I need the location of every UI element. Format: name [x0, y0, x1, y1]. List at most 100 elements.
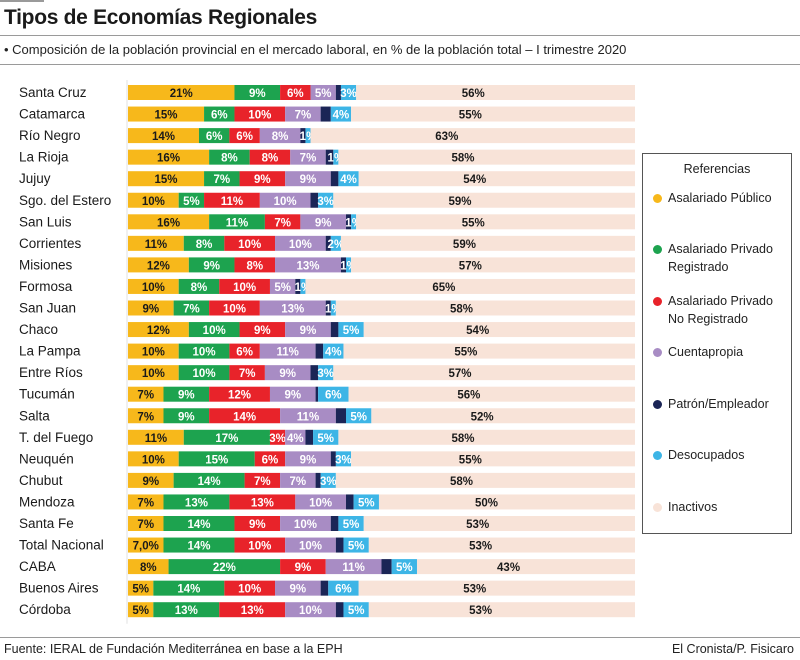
bar-segment — [209, 408, 281, 424]
bar-segment — [269, 278, 296, 294]
bar-segment — [249, 149, 291, 165]
bar-segment — [338, 429, 635, 445]
title-divider — [0, 35, 800, 36]
data-label: 7% — [137, 497, 154, 509]
data-label: 10% — [294, 519, 317, 531]
data-label: 9% — [300, 454, 317, 466]
bar-segment — [330, 171, 339, 187]
data-label: 9% — [178, 390, 195, 402]
bar-segment — [163, 386, 210, 402]
bar-segment — [335, 451, 352, 467]
bar-segment — [128, 365, 179, 381]
data-label: 5% — [350, 411, 367, 423]
legend-item: Asalariado Público — [653, 189, 789, 207]
data-label: 7% — [290, 476, 307, 488]
bar-segment — [229, 494, 296, 510]
bar-segment — [234, 85, 281, 100]
bar-segment — [325, 235, 331, 251]
bar-segment — [305, 278, 635, 294]
bar-row: Chaco 12% 10% 9% 9% 5% 54% — [19, 322, 635, 338]
row-label: Corrientes — [19, 236, 82, 251]
bar-row: Misiones 12% 9% 8% 13% 1% 57% — [19, 257, 635, 273]
data-label: 59% — [449, 196, 472, 208]
bar-segment — [340, 85, 357, 100]
bar-segment — [285, 451, 331, 467]
bar-segment — [239, 171, 286, 187]
row-label: Formosa — [19, 279, 73, 294]
data-label: 5% — [132, 605, 149, 617]
bar-row: Tucumán 7% 9% 12% 9% 6% 56% — [19, 386, 635, 402]
data-label: 7% — [137, 519, 154, 531]
data-label: 11% — [145, 239, 167, 251]
bar-segment — [153, 602, 220, 618]
bar-segment — [333, 365, 635, 381]
data-label: 58% — [450, 476, 473, 488]
bar-segment — [330, 300, 336, 316]
bar-row: Corrientes 11% 8% 10% 10% 2% 59% — [19, 235, 635, 251]
data-label: 5% — [274, 282, 291, 294]
data-label: 10% — [248, 541, 271, 553]
bar-segment — [330, 106, 352, 122]
bar-segment — [178, 451, 255, 467]
data-label: 16% — [157, 153, 180, 165]
data-label: 11% — [221, 196, 243, 208]
row-label: Total Nacional — [19, 538, 104, 553]
bar-segment — [310, 192, 319, 208]
data-label: 13% — [241, 605, 264, 617]
bar-segment — [358, 580, 635, 596]
data-label: 9% — [254, 325, 271, 337]
legend-item: Inactivos — [653, 498, 789, 516]
data-label: 7% — [274, 217, 291, 229]
data-label: 14% — [233, 411, 256, 423]
bar-segment — [356, 214, 635, 230]
bar-segment — [275, 257, 341, 273]
data-label: 11% — [342, 562, 364, 574]
bar-row: Entre Ríos 10% 10% 7% 9% 3% 57% — [19, 365, 635, 381]
data-label: 15% — [155, 174, 178, 186]
bar-row: Córdoba 5% 13% 13% 10% 5% 53% — [19, 602, 635, 618]
bar-segment — [335, 472, 635, 488]
bar-segment — [204, 171, 240, 187]
bar-segment — [178, 192, 205, 208]
bar-segment — [300, 128, 306, 144]
data-label: 53% — [469, 605, 492, 617]
data-label: 9% — [249, 88, 266, 100]
chart-subtitle: • Composición de la población provincial… — [4, 42, 627, 57]
data-label: 43% — [497, 562, 520, 574]
data-label: 22% — [213, 562, 236, 574]
bar-segment — [338, 171, 359, 187]
bar-segment — [340, 235, 635, 251]
credit-note: El Cronista/P. Fisicaro — [671, 642, 794, 656]
bar-segment — [219, 278, 270, 294]
data-label: 55% — [459, 110, 482, 122]
data-label: 3% — [340, 88, 357, 100]
data-label: 6% — [206, 131, 223, 143]
row-label: Chubut — [19, 473, 63, 488]
bar-segment — [128, 559, 169, 575]
row-label: Jujuy — [19, 171, 51, 186]
data-label: 58% — [450, 304, 473, 316]
bar-row: Neuquén 10% 15% 6% 9% 3% 55% — [19, 451, 635, 467]
bar-segment — [348, 386, 635, 402]
data-label: 12% — [228, 390, 251, 402]
bar-segment — [254, 451, 286, 467]
bar-segment — [315, 472, 321, 488]
legend-item: Desocupados — [653, 446, 789, 464]
bar-row: Jujuy 15% 7% 9% 9% 4% 54% — [19, 171, 635, 187]
bar-segment — [128, 386, 164, 402]
row-label: Misiones — [19, 257, 73, 272]
bar-segment — [209, 386, 270, 402]
data-label: 53% — [463, 584, 486, 596]
bar-segment — [320, 472, 336, 488]
data-label: 10% — [274, 196, 297, 208]
bar-segment — [280, 472, 316, 488]
row-label: Santa Fe — [19, 516, 74, 531]
row-label: La Rioja — [19, 150, 69, 165]
data-label: 7% — [300, 153, 317, 165]
row-label: Tucumán — [19, 387, 75, 402]
bar-segment — [351, 214, 357, 230]
row-label: Río Negro — [19, 128, 81, 143]
data-label: 12% — [147, 260, 170, 272]
bar-segment — [325, 300, 331, 316]
bar-segment — [269, 386, 316, 402]
